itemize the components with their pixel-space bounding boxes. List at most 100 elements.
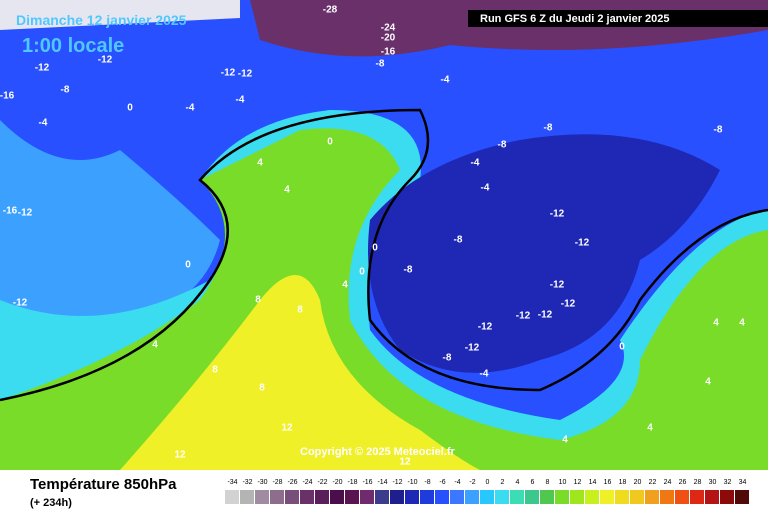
colorbar-label: 4 xyxy=(516,479,520,486)
colorbar-label: 34 xyxy=(739,479,747,486)
contour-label: -12 xyxy=(221,68,236,79)
contour-label: 4 xyxy=(152,340,158,351)
colorbar-label: 8 xyxy=(546,479,550,486)
colorbar-label: 28 xyxy=(694,479,702,486)
colorbar-swatch xyxy=(690,490,704,504)
colorbar-label: 0 xyxy=(486,479,490,486)
colorbar-label: 24 xyxy=(664,479,672,486)
contour-label: -12 xyxy=(478,322,493,333)
colorbar-label: -24 xyxy=(302,479,312,486)
colorbar-label: -18 xyxy=(347,479,357,486)
valid-time: 1:00 locale xyxy=(22,35,124,57)
colorbar-label: -22 xyxy=(317,479,327,486)
copyright: Copyright © 2025 Meteociel.fr xyxy=(300,446,456,458)
contour-label: -24 xyxy=(381,23,396,34)
contour-label: -12 xyxy=(238,69,253,80)
contour-label: 8 xyxy=(212,365,218,376)
contour-label: -4 xyxy=(39,118,48,129)
field-warm xyxy=(120,275,480,470)
colorbar-swatch xyxy=(585,490,599,504)
contour-label: 0 xyxy=(127,103,133,114)
colorbar-label: 10 xyxy=(559,479,567,486)
colorbar-label: -4 xyxy=(454,479,460,486)
contour-label: -12 xyxy=(35,63,50,74)
colorbar-label: -2 xyxy=(469,479,475,486)
colorbar-label: 26 xyxy=(679,479,687,486)
colorbar-swatch xyxy=(555,490,569,504)
contour-label: 4 xyxy=(739,318,745,329)
lead-time: (+ 234h) xyxy=(30,497,72,509)
colorbar-swatch xyxy=(675,490,689,504)
contour-label: -12 xyxy=(561,299,576,310)
colorbar-swatch xyxy=(645,490,659,504)
zero-isotherm xyxy=(0,108,768,402)
colorbar-label: 14 xyxy=(589,479,597,486)
colorbar-label: -14 xyxy=(377,479,387,486)
colorbar-swatch xyxy=(420,490,434,504)
contour-label: -4 xyxy=(471,158,480,169)
colorbar-label: 32 xyxy=(724,479,732,486)
contour-label: -16 xyxy=(0,91,15,102)
colorbar-label: -26 xyxy=(287,479,297,486)
field-cold-ocean xyxy=(0,120,220,330)
contour-label: -12 xyxy=(516,311,531,322)
colorbar-swatch xyxy=(405,490,419,504)
contour-label: -4 xyxy=(480,369,489,380)
field-green xyxy=(0,128,768,471)
colorbar-swatch xyxy=(345,490,359,504)
colorbar-label: -8 xyxy=(424,479,430,486)
contour-label: 8 xyxy=(297,305,303,316)
contour-label: -8 xyxy=(61,85,70,96)
contour-label: -12 xyxy=(550,209,565,220)
colorbar-label: 6 xyxy=(531,479,535,486)
colorbar-swatch xyxy=(480,490,494,504)
colorbar-label: 16 xyxy=(604,479,612,486)
colorbar-swatch xyxy=(735,490,749,504)
contour-label: -4 xyxy=(441,75,450,86)
contour-label: -8 xyxy=(544,123,553,134)
contour-label: -8 xyxy=(404,265,413,276)
contour-label: -16 xyxy=(3,206,18,217)
contour-label: -16 xyxy=(381,47,396,58)
contour-label: -8 xyxy=(714,125,723,136)
colorbar-swatch xyxy=(705,490,719,504)
colorbar-swatch xyxy=(570,490,584,504)
contour-label: 4 xyxy=(284,185,290,196)
colorbar-label: -32 xyxy=(242,479,252,486)
colorbar-label: 22 xyxy=(649,479,657,486)
contour-label: 0 xyxy=(185,260,191,271)
colorbar-swatch xyxy=(360,490,374,504)
colorbar-label: 2 xyxy=(501,479,505,486)
contour-label: -4 xyxy=(236,95,245,106)
colorbar-swatch xyxy=(540,490,554,504)
colorbar-label: -30 xyxy=(257,479,267,486)
field-polar xyxy=(0,0,240,30)
colorbar-label: 30 xyxy=(709,479,717,486)
colorbar-swatch xyxy=(435,490,449,504)
colorbar-label: -28 xyxy=(272,479,282,486)
colorbar-swatch xyxy=(300,490,314,504)
contour-label: 4 xyxy=(562,435,568,446)
contour-label: -12 xyxy=(98,55,113,66)
run-info: Run GFS 6 Z du Jeudi 2 janvier 2025 xyxy=(480,13,670,25)
contour-label: -12 xyxy=(13,298,28,309)
colorbar-label: -12 xyxy=(392,479,402,486)
colorbar-label: -6 xyxy=(439,479,445,486)
contour-label: -12 xyxy=(538,310,553,321)
colorbar-swatch xyxy=(315,490,329,504)
contour-label: 12 xyxy=(174,450,186,461)
colorbar-label: -16 xyxy=(362,479,372,486)
colorbar-swatch xyxy=(495,490,509,504)
contour-label: -12 xyxy=(18,208,33,219)
colorbar-swatch xyxy=(330,490,344,504)
colorbar-swatch xyxy=(525,490,539,504)
run-box xyxy=(468,10,768,27)
colorbar-swatch xyxy=(600,490,614,504)
contour-label: -12 xyxy=(550,280,565,291)
colorbar-swatch xyxy=(660,490,674,504)
colorbar-swatch xyxy=(630,490,644,504)
contour-label: -28 xyxy=(323,5,338,16)
field-cold-europe xyxy=(368,134,720,373)
contour-label: 0 xyxy=(619,342,625,353)
